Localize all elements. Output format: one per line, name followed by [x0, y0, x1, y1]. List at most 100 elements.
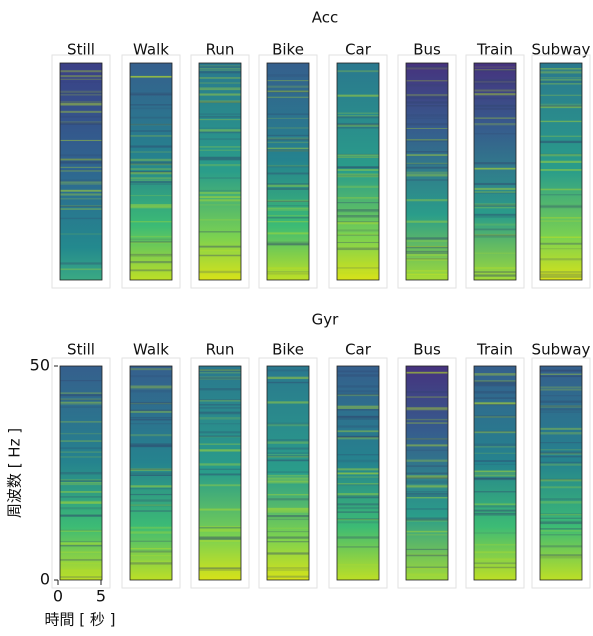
spectrogram-texture	[406, 162, 448, 165]
spectrogram-texture	[337, 216, 379, 218]
spectrogram-texture	[130, 194, 172, 197]
spectrogram-texture	[60, 170, 102, 172]
spectrogram-texture	[337, 546, 379, 548]
spectrogram-texture	[474, 415, 516, 418]
spectrogram-panel	[473, 62, 517, 281]
spectrogram-texture	[337, 394, 379, 397]
spectrogram-texture	[474, 182, 516, 186]
spectrogram-texture	[60, 542, 102, 545]
spectrogram-texture	[337, 437, 379, 440]
spectrogram-texture	[406, 530, 448, 533]
spectrogram-texture	[267, 74, 309, 77]
spectrogram-texture	[267, 117, 309, 119]
spectrogram-texture	[130, 170, 172, 174]
spectrogram-texture	[130, 510, 172, 512]
spectrogram-texture	[267, 90, 309, 93]
spectrogram-texture	[406, 114, 448, 117]
spectrogram-texture	[60, 576, 102, 579]
spectrogram-texture	[337, 166, 379, 169]
spectrogram-texture	[406, 237, 448, 240]
spectrogram-texture	[130, 235, 172, 238]
spectrogram-texture	[130, 116, 172, 119]
spectrogram-texture	[199, 131, 241, 134]
spectrogram-texture	[337, 154, 379, 157]
spectrogram-texture	[130, 485, 172, 488]
spectrogram-texture	[474, 532, 516, 534]
spectrogram-panel	[405, 62, 449, 281]
spectrogram-texture	[199, 407, 241, 409]
spectrogram-texture	[540, 153, 582, 156]
spectrogram-texture	[474, 104, 516, 107]
spectrogram-texture	[267, 199, 309, 203]
spectrogram-texture	[406, 372, 448, 374]
spectrogram-texture	[540, 498, 582, 501]
spectrogram-texture	[130, 238, 172, 241]
spectrogram-texture	[199, 529, 241, 532]
panel-label: Car	[345, 341, 372, 359]
spectrogram-texture	[474, 381, 516, 384]
spectrogram-texture	[540, 141, 582, 144]
spectrogram-texture	[474, 402, 516, 405]
spectrogram-texture	[540, 513, 582, 516]
spectrogram-texture	[267, 527, 309, 529]
spectrogram-texture	[540, 432, 582, 434]
spectrogram-texture	[337, 468, 379, 471]
y-axis-label: 周波数 [ Hz ]	[6, 428, 24, 518]
spectrogram-texture	[406, 494, 448, 497]
spectrogram-texture	[406, 179, 448, 181]
spectrogram-texture	[199, 526, 241, 528]
spectrogram-texture	[130, 488, 172, 490]
spectrogram-texture	[60, 104, 102, 106]
spectrogram-texture	[267, 439, 309, 442]
spectrogram-texture	[199, 219, 241, 221]
spectrogram-texture	[540, 105, 582, 109]
spectrogram-texture	[474, 215, 516, 218]
spectrogram-texture	[199, 191, 241, 194]
spectrogram-texture	[406, 66, 448, 69]
spectrogram-texture	[540, 514, 582, 516]
spectrogram-texture	[60, 139, 102, 142]
spectrogram-texture	[540, 160, 582, 163]
spectrogram-panel	[198, 365, 242, 581]
spectrogram-texture	[267, 165, 309, 168]
spectrogram-texture	[337, 435, 379, 438]
spectrogram-texture	[337, 476, 379, 479]
spectrogram-texture	[540, 528, 582, 530]
panel-label: Still	[67, 341, 95, 359]
spectrogram-texture	[130, 532, 172, 534]
spectrogram-texture	[474, 234, 516, 236]
spectrogram-texture	[60, 121, 102, 124]
spectrogram-texture	[337, 124, 379, 127]
spectrogram-texture	[267, 216, 309, 219]
spectrogram-texture	[337, 114, 379, 117]
spectrogram-texture	[60, 401, 102, 404]
spectrogram-texture	[130, 158, 172, 162]
spectrogram-texture	[267, 515, 309, 518]
spectrogram-texture	[337, 196, 379, 198]
spectrogram-texture	[267, 447, 309, 449]
spectrogram-texture	[130, 135, 172, 137]
spectrogram-texture	[474, 403, 516, 406]
spectrogram-texture	[540, 386, 582, 389]
spectrogram-texture	[199, 404, 241, 406]
spectrogram-texture	[267, 134, 309, 136]
spectrogram-texture	[267, 518, 309, 521]
spectrogram-texture	[406, 566, 448, 569]
spectrogram-texture	[474, 271, 516, 273]
spectrogram-texture	[199, 484, 241, 487]
spectrogram-texture	[474, 93, 516, 96]
spectrogram-texture	[406, 408, 448, 411]
spectrogram-texture	[406, 459, 448, 462]
panel-frame	[51, 357, 111, 589]
spectrogram-texture	[337, 521, 379, 524]
spectrogram-texture	[60, 190, 102, 192]
spectrogram-texture	[267, 141, 309, 144]
spectrogram-texture	[267, 509, 309, 512]
spectrogram-texture	[199, 116, 241, 118]
panel-frame	[121, 54, 181, 289]
spectrogram-texture	[199, 528, 241, 530]
spectrogram-texture	[337, 123, 379, 126]
spectrogram-texture	[130, 368, 172, 371]
spectrogram-texture	[199, 87, 241, 90]
spectrogram-texture	[267, 452, 309, 454]
